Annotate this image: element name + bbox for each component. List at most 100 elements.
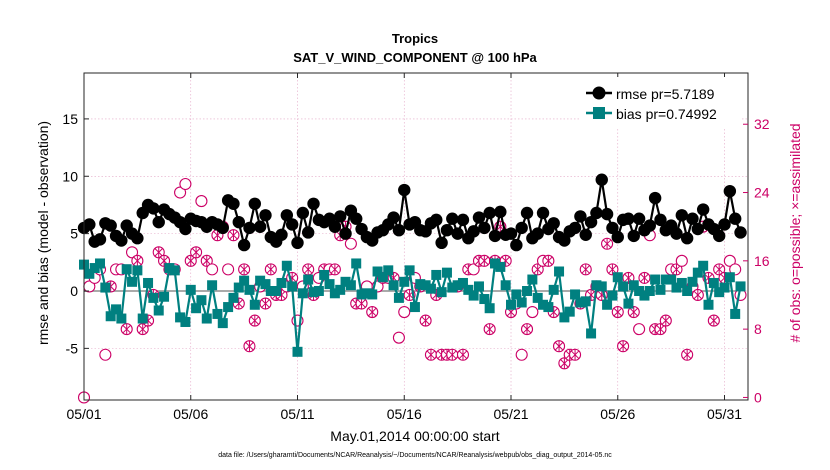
bias-point: [127, 276, 138, 287]
x-tick-label: 05/26: [600, 406, 635, 422]
obs-possible-circle: [392, 331, 405, 344]
obs-possible-marker: [328, 263, 341, 276]
rmse-point: [579, 228, 592, 241]
obs-possible-marker: [99, 348, 112, 361]
bias-point: [522, 286, 533, 296]
bias-point: [132, 265, 143, 276]
bias-point: [111, 304, 122, 315]
bias-point: [223, 302, 234, 313]
bias-point: [527, 274, 538, 285]
bias-point: [233, 282, 244, 293]
bias-point: [687, 276, 698, 287]
bias-point: [143, 277, 154, 288]
obs-possible-circle: [195, 195, 208, 208]
rmse-point: [611, 230, 624, 244]
bias-point: [404, 265, 415, 276]
rmse-point: [510, 238, 523, 252]
obs-possible-marker: [227, 229, 240, 242]
bias-point: [345, 280, 356, 291]
bias-point: [191, 303, 202, 314]
obs-possible-marker: [638, 271, 651, 284]
bias-point: [89, 263, 100, 274]
bias-point: [457, 277, 468, 288]
rmse-point: [680, 232, 694, 245]
bias-point: [473, 281, 484, 292]
bias-point: [292, 346, 303, 357]
obs-possible-circle: [723, 254, 736, 267]
rmse-point: [179, 222, 192, 236]
obs-possible-circle: [125, 246, 139, 259]
rmse-point: [494, 205, 507, 219]
obs-possible-marker: [633, 323, 646, 336]
rmse-point: [515, 221, 528, 235]
rmse-point: [307, 197, 320, 210]
rmse-point: [648, 191, 662, 205]
rmse-point: [131, 232, 144, 245]
obs-possible-marker: [446, 348, 459, 361]
obs-possible-marker: [456, 348, 470, 361]
obs-possible-marker: [243, 340, 256, 353]
obs-possible-marker: [579, 263, 592, 276]
bias-point: [703, 299, 714, 310]
obs-possible-marker: [526, 306, 539, 319]
bias-point: [554, 266, 565, 277]
y-tick-label-right: 24: [754, 185, 770, 201]
obs-possible-marker: [552, 340, 566, 353]
x-tick-label: 05/16: [387, 406, 422, 422]
rmse-point: [627, 229, 640, 243]
rmse-point: [718, 218, 731, 231]
rmse-point: [472, 211, 486, 224]
axes-layer: 05/01 05/06 05/11 05/16 05/21 05/26 05/31 -5 0 5 1…: [62, 73, 770, 422]
bias-point: [207, 280, 218, 291]
bias-point: [714, 287, 725, 298]
rmse-point: [467, 225, 480, 238]
bias-point: [484, 303, 495, 314]
bias-point: [506, 299, 517, 310]
obs-possible-circle: [675, 254, 688, 267]
obs-possible-marker: [398, 306, 411, 319]
bias-point: [698, 260, 709, 271]
bias-point: [180, 316, 191, 327]
bias-point: [543, 302, 554, 313]
bias-point: [724, 272, 735, 283]
rmse-point: [275, 228, 288, 241]
bias-point: [559, 312, 570, 323]
bias-point: [735, 281, 746, 292]
bias-point: [618, 281, 629, 292]
bias-point: [255, 275, 266, 286]
bias-point: [372, 266, 383, 277]
bias-point: [159, 291, 170, 302]
bias-point: [148, 292, 159, 303]
rmse-point: [301, 226, 315, 239]
obs-possible-circle: [179, 177, 192, 191]
legend-rmse-label: rmse pr=5.7189: [616, 86, 715, 102]
bias-point: [489, 258, 500, 269]
rmse-point: [600, 207, 614, 221]
legend-bias-label: bias pr=0.74992: [616, 106, 717, 122]
bias-point: [212, 308, 223, 319]
obs-possible-marker: [200, 254, 213, 267]
rmse-point: [723, 184, 737, 198]
rmse-point: [520, 206, 534, 220]
y-tick-label: 5: [70, 226, 78, 242]
rmse-point: [590, 206, 603, 220]
bias-point: [308, 287, 319, 298]
obs-possible-marker: [195, 195, 208, 208]
bias-point: [628, 280, 639, 291]
obs-possible-marker: [659, 314, 672, 327]
x-tick-label: 05/21: [493, 406, 528, 422]
obs-possible-marker: [392, 331, 405, 344]
bias-point: [660, 274, 671, 285]
obs-possible-marker: [617, 340, 630, 353]
obs-possible-circle: [222, 263, 235, 276]
rmse-point: [606, 221, 619, 235]
rmse-point: [696, 203, 710, 216]
rmse-point: [296, 206, 310, 220]
rmse-point: [547, 217, 560, 230]
rmse-point: [584, 215, 598, 229]
obs-possible-marker: [601, 237, 614, 250]
bias-point: [692, 267, 703, 278]
obs-possible-marker: [713, 263, 726, 276]
obs-possible-circle: [398, 306, 411, 319]
bias-point: [265, 286, 276, 296]
